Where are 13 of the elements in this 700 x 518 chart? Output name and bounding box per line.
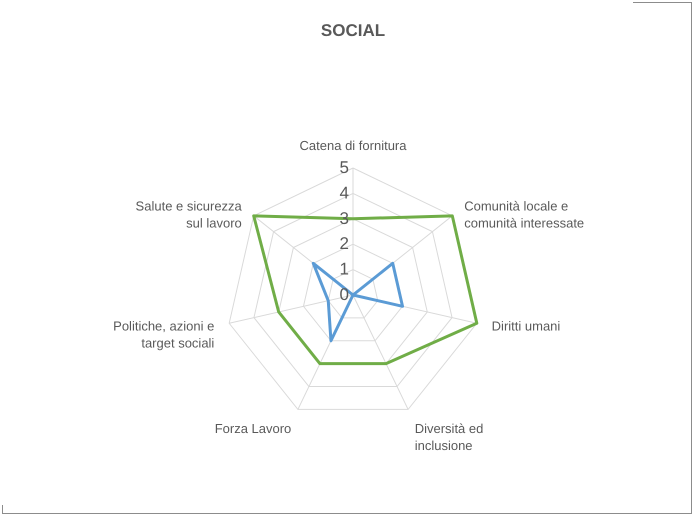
chart-title: SOCIAL <box>320 21 386 40</box>
y-tick-label: 4 <box>340 183 349 202</box>
spoke-label: Salute e sicurezza sul lavoro <box>136 198 243 230</box>
y-tick-label: 0 <box>340 285 349 304</box>
y-tick-label: 1 <box>340 260 349 279</box>
y-tick-label: 5 <box>340 158 349 177</box>
spoke-label: Catena di fornitura <box>300 138 408 153</box>
spoke-label: Comunità locale e comunità interessate <box>464 198 584 230</box>
spoke-label: Politiche, azioni e target sociali <box>113 318 214 351</box>
y-tick-label: 2 <box>340 234 349 254</box>
spoke-label: Forza Lavoro <box>214 421 292 436</box>
spoke-label: Diversità ed inclusione <box>414 421 484 454</box>
spoke-label: Diritti umani <box>492 318 560 334</box>
